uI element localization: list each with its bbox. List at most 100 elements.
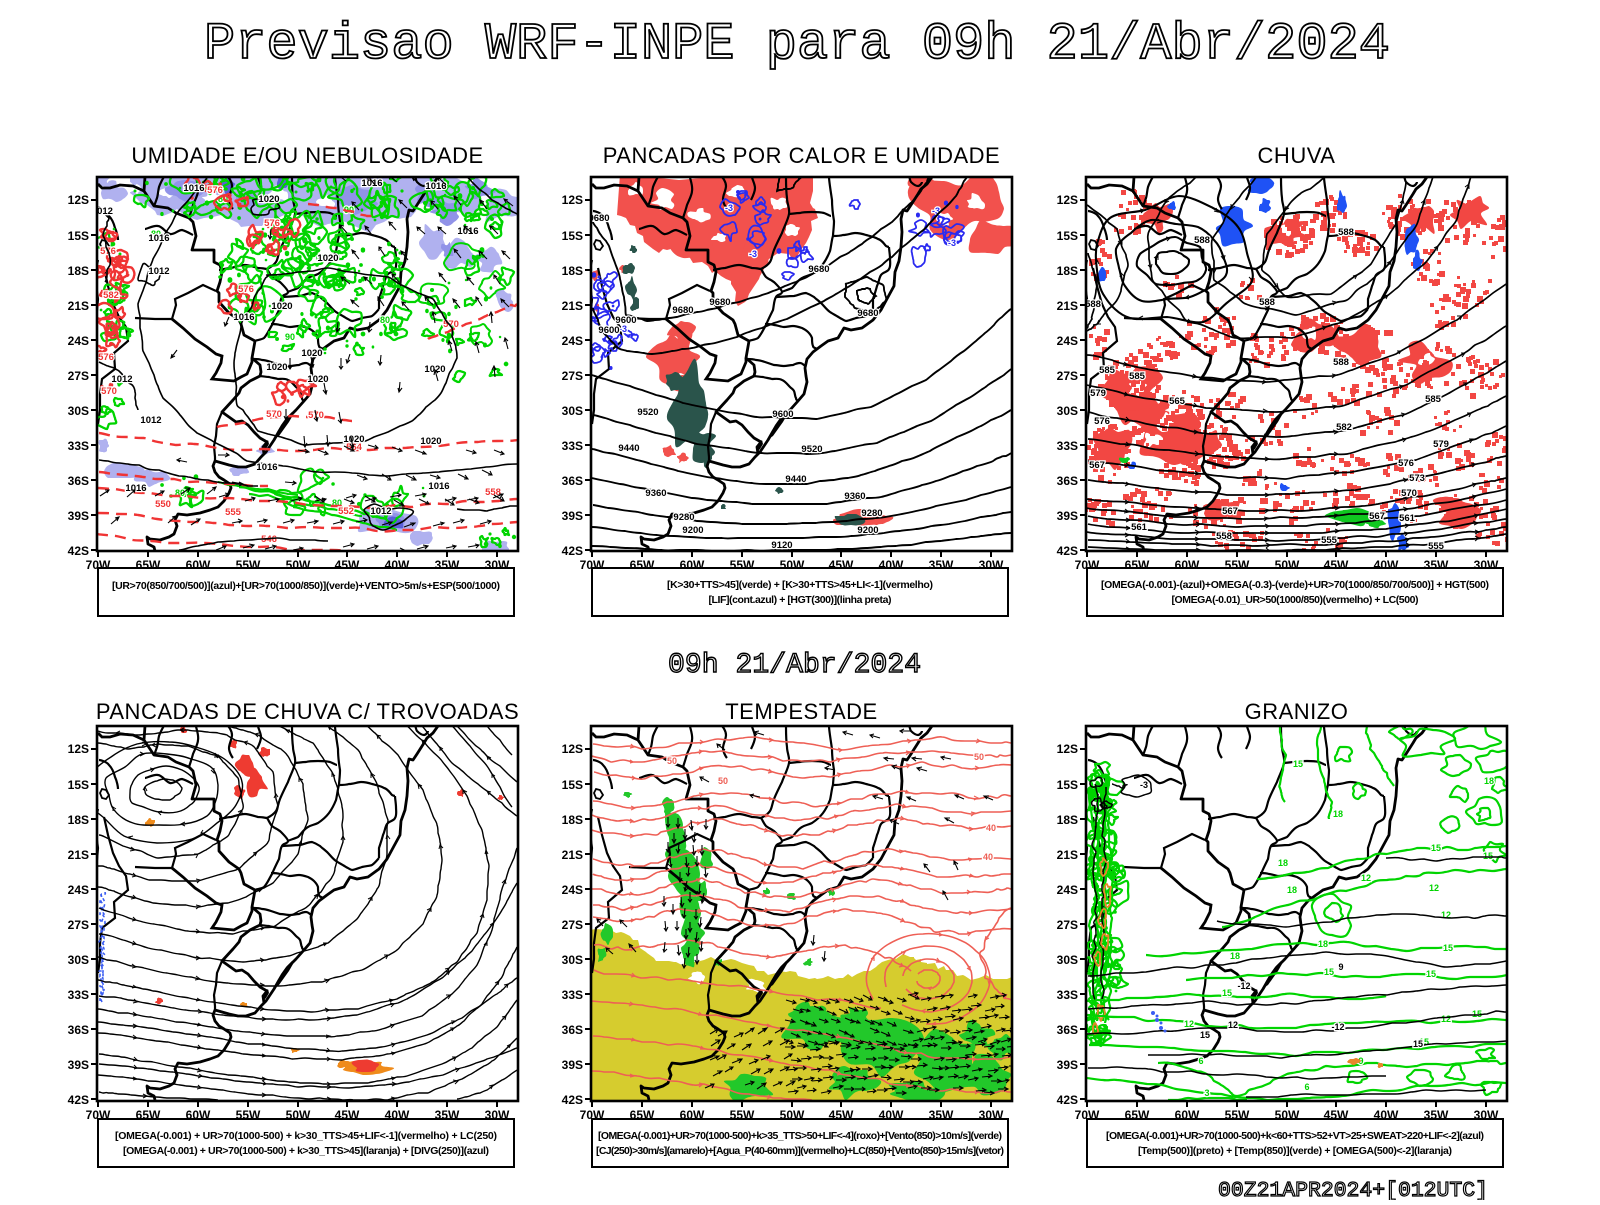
svg-text:15S: 15S <box>562 778 583 792</box>
svg-text:18S: 18S <box>1057 264 1078 278</box>
svg-text:9360: 9360 <box>645 488 666 499</box>
svg-text:18: 18 <box>1278 858 1288 868</box>
svg-text:15S: 15S <box>68 778 89 792</box>
svg-text:576: 576 <box>1398 458 1414 469</box>
svg-text:9200: 9200 <box>857 525 878 536</box>
svg-text:39S: 39S <box>562 509 583 523</box>
svg-text:50W: 50W <box>286 558 311 572</box>
svg-text:561: 561 <box>1399 513 1416 524</box>
svg-text:33S: 33S <box>562 439 583 453</box>
svg-text:[LIF](cont.azul) + [HGT(300)](: [LIF](cont.azul) + [HGT(300)](linha pret… <box>709 594 892 606</box>
svg-text:15S: 15S <box>562 229 583 243</box>
svg-text:15S: 15S <box>1057 229 1078 243</box>
svg-text:576: 576 <box>238 284 254 295</box>
svg-text:570: 570 <box>1401 488 1417 499</box>
svg-text:21S: 21S <box>1057 848 1078 862</box>
svg-text:576: 576 <box>98 352 114 363</box>
svg-text:30S: 30S <box>68 953 89 967</box>
svg-text:1020: 1020 <box>301 348 322 359</box>
svg-text:35W: 35W <box>929 558 954 572</box>
svg-text:18: 18 <box>1230 951 1240 961</box>
svg-text:18: 18 <box>1318 939 1328 949</box>
svg-text:18S: 18S <box>68 813 89 827</box>
svg-text:80: 80 <box>380 315 390 325</box>
svg-text:576: 576 <box>207 185 223 196</box>
svg-text:567: 567 <box>1369 511 1385 522</box>
svg-text:1016: 1016 <box>256 462 277 473</box>
svg-text:42S: 42S <box>68 544 89 558</box>
svg-text:579: 579 <box>1433 439 1449 450</box>
svg-text:15S: 15S <box>1057 778 1078 792</box>
svg-text:60W: 60W <box>1175 558 1200 572</box>
svg-text:24S: 24S <box>68 334 89 348</box>
svg-text:588: 588 <box>1085 299 1101 310</box>
svg-text:18: 18 <box>1333 809 1343 819</box>
svg-text:1020: 1020 <box>258 194 279 205</box>
svg-text:21S: 21S <box>1057 299 1078 313</box>
svg-text:[OMEGA(-0.001) + UR>70(1000-50: [OMEGA(-0.001) + UR>70(1000-500) + k>30_… <box>115 1130 497 1142</box>
svg-text:9440: 9440 <box>785 474 806 485</box>
svg-text:35W: 35W <box>435 558 460 572</box>
svg-text:546: 546 <box>261 534 277 545</box>
svg-text:15: 15 <box>1222 988 1232 998</box>
svg-text:585: 585 <box>1129 371 1146 382</box>
svg-text:576: 576 <box>264 218 280 229</box>
svg-text:567: 567 <box>1089 460 1105 471</box>
svg-text:-3: -3 <box>619 324 627 334</box>
svg-text:567: 567 <box>1222 506 1238 517</box>
svg-text:33S: 33S <box>1057 988 1078 1002</box>
svg-text:24S: 24S <box>68 883 89 897</box>
svg-text:9520: 9520 <box>801 444 822 455</box>
svg-text:585: 585 <box>1425 394 1442 405</box>
svg-text:GRANIZO: GRANIZO <box>1245 699 1349 724</box>
svg-text:15: 15 <box>1413 1039 1423 1049</box>
svg-text:50: 50 <box>718 776 728 786</box>
svg-text:45W: 45W <box>335 558 360 572</box>
svg-text:21S: 21S <box>562 299 583 313</box>
svg-text:1020: 1020 <box>420 436 441 447</box>
svg-text:579: 579 <box>1090 388 1106 399</box>
svg-text:1016: 1016 <box>428 481 449 492</box>
svg-text:564: 564 <box>346 442 363 453</box>
svg-text:45W: 45W <box>829 558 854 572</box>
svg-text:15: 15 <box>1324 967 1334 977</box>
svg-text:30S: 30S <box>68 404 89 418</box>
svg-text:18S: 18S <box>68 264 89 278</box>
svg-text:-3: -3 <box>1140 780 1148 790</box>
svg-text:PANCADAS POR CALOR E UMIDADE: PANCADAS POR CALOR E UMIDADE <box>603 143 1000 168</box>
svg-text:9600: 9600 <box>772 409 793 420</box>
svg-text:-12: -12 <box>1331 1022 1344 1032</box>
svg-text:33S: 33S <box>562 988 583 1002</box>
svg-text:9680: 9680 <box>857 308 878 319</box>
svg-text:12S: 12S <box>68 742 89 756</box>
svg-text:[K>30+TTS>45](verde) + [K>30+T: [K>30+TTS>45](verde) + [K>30+TTS>45+LI<-… <box>667 579 933 591</box>
svg-text:39S: 39S <box>1057 509 1078 523</box>
svg-text:9360: 9360 <box>844 491 865 502</box>
svg-text:CHUVA: CHUVA <box>1258 143 1336 168</box>
svg-text:55W: 55W <box>1225 558 1250 572</box>
svg-text:[UR>70(850/700/500)](azul)+[UR: [UR>70(850/700/500)](azul)+[UR>70(1000/8… <box>112 580 500 592</box>
svg-text:40: 40 <box>986 823 996 833</box>
svg-text:12S: 12S <box>1057 193 1078 207</box>
svg-text:40W: 40W <box>385 558 410 572</box>
svg-text:42S: 42S <box>562 544 583 558</box>
svg-text:9280: 9280 <box>861 508 882 519</box>
svg-text:60W: 60W <box>680 558 705 572</box>
svg-text:30S: 30S <box>562 404 583 418</box>
svg-text:24S: 24S <box>562 334 583 348</box>
svg-text:-3: -3 <box>932 206 940 216</box>
svg-text:60W: 60W <box>186 558 211 572</box>
svg-text:[OMEGA(-0.001)+UR>70(1000-500): [OMEGA(-0.001)+UR>70(1000-500)+k>35_TTS>… <box>598 1130 1002 1142</box>
svg-text:576: 576 <box>1094 416 1110 427</box>
svg-text:1012: 1012 <box>140 415 161 426</box>
svg-text:30S: 30S <box>562 953 583 967</box>
svg-text:09h 21/Abr/2024: 09h 21/Abr/2024 <box>668 650 921 681</box>
svg-text:12S: 12S <box>68 193 89 207</box>
svg-text:21S: 21S <box>68 848 89 862</box>
svg-text:30W: 30W <box>979 558 1004 572</box>
svg-text:24S: 24S <box>562 883 583 897</box>
svg-text:550: 550 <box>155 499 171 510</box>
svg-text:1020: 1020 <box>307 374 328 385</box>
svg-text:39S: 39S <box>68 509 89 523</box>
svg-text:9680: 9680 <box>588 213 609 224</box>
